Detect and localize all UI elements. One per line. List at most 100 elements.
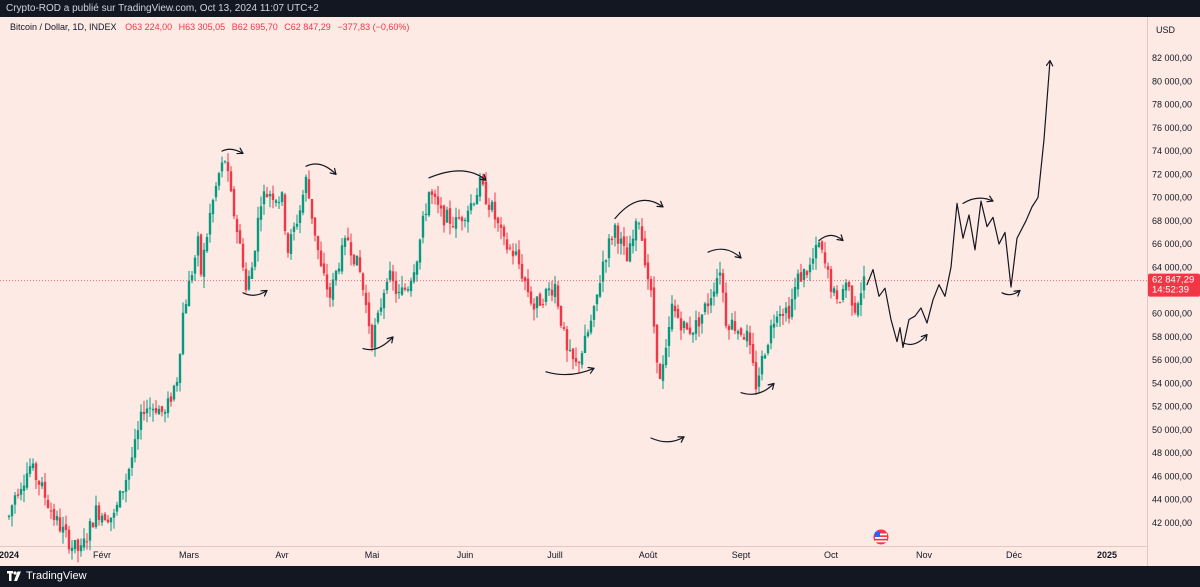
- candle: [706, 293, 710, 315]
- candle-body: [454, 217, 458, 229]
- candle: [415, 260, 419, 282]
- price-tick-label: 50 000,00: [1152, 425, 1192, 435]
- candle-body: [181, 312, 185, 355]
- candle: [67, 525, 71, 554]
- time-tick-label: Févr: [93, 550, 111, 560]
- candle: [586, 329, 590, 338]
- candle-body: [88, 520, 92, 541]
- candle-body: [97, 505, 101, 520]
- candle: [337, 262, 341, 275]
- bottom-curve-arrow: [902, 334, 928, 346]
- candle: [193, 255, 197, 281]
- price-chart[interactable]: USD 82 000,00 80 000,00 78 000,00 76 000,00…: [0, 17, 1200, 566]
- candle: [466, 205, 470, 233]
- candle: [52, 503, 56, 526]
- candle: [856, 301, 860, 318]
- candle-body: [322, 263, 326, 274]
- candle-body: [16, 494, 20, 496]
- legend-close: C62 847,29: [284, 22, 331, 32]
- candle-body: [100, 515, 104, 523]
- candle: [508, 244, 512, 251]
- candle: [289, 228, 293, 260]
- candle-body: [553, 283, 557, 298]
- candle: [286, 232, 290, 258]
- candle: [22, 474, 26, 503]
- candle: [796, 269, 800, 297]
- candle-body: [808, 264, 812, 273]
- candle-body: [328, 287, 332, 298]
- time-tick-label: Nov: [916, 550, 933, 560]
- candle: [226, 153, 230, 182]
- candle: [322, 252, 326, 276]
- arrow-head: [677, 436, 685, 443]
- candle: [499, 217, 503, 240]
- tradingview-logo-icon[interactable]: [7, 571, 21, 582]
- candle-body: [448, 208, 452, 224]
- candle-body: [478, 177, 482, 197]
- candle: [25, 462, 29, 490]
- candle-body: [532, 303, 536, 310]
- candle-body: [70, 547, 74, 552]
- candle-body: [511, 250, 515, 257]
- candle-body: [40, 482, 44, 487]
- candle-body: [586, 332, 590, 337]
- candle-body: [385, 281, 389, 291]
- time-tick-label: Mars: [179, 550, 199, 560]
- candle: [640, 218, 644, 241]
- candle: [208, 203, 212, 243]
- candle-body: [313, 217, 317, 236]
- candle-body: [301, 194, 305, 213]
- candle: [376, 310, 380, 325]
- candle: [610, 236, 614, 245]
- candle-body: [817, 242, 821, 247]
- candle-body: [595, 294, 599, 305]
- candle-body: [280, 192, 284, 202]
- candle: [124, 473, 128, 503]
- candle-body: [463, 219, 467, 221]
- candle-body: [394, 280, 398, 295]
- candle: [613, 223, 617, 247]
- candle: [460, 215, 464, 231]
- candle: [253, 249, 257, 271]
- candle: [364, 284, 368, 314]
- time-axis[interactable]: 2024 Févr Mars Avr Mai Juin Juill Août Sept Oct No…: [0, 550, 1117, 560]
- candle-body: [295, 223, 299, 227]
- candle: [790, 288, 794, 320]
- candle: [778, 305, 782, 327]
- candle-body: [688, 327, 692, 334]
- candle-body: [628, 243, 632, 262]
- candle-body: [124, 479, 128, 492]
- arrow-head: [236, 147, 244, 155]
- brand-name[interactable]: TradingView: [26, 570, 87, 582]
- candle: [697, 311, 701, 337]
- candle: [487, 198, 491, 218]
- time-tick-label: Déc: [1006, 550, 1023, 560]
- candle: [220, 156, 224, 178]
- candle: [400, 275, 404, 296]
- time-tick-label: Mai: [365, 550, 380, 560]
- candle: [442, 204, 446, 233]
- candle: [340, 238, 344, 275]
- bottom-curve-arrow: [1001, 289, 1021, 296]
- time-tick-label: 2024: [0, 550, 19, 560]
- candle-body: [526, 278, 530, 293]
- economic-event-marker[interactable]: [873, 529, 889, 545]
- time-tick-label: Avr: [275, 550, 288, 560]
- candle: [256, 206, 260, 262]
- candle: [619, 231, 623, 255]
- arrow-head: [260, 289, 268, 297]
- candle-body: [727, 326, 731, 331]
- candle-body: [643, 238, 647, 266]
- candle: [169, 392, 173, 407]
- candle-body: [85, 541, 89, 543]
- price-axis[interactable]: USD 82 000,00 80 000,00 78 000,00 76 000,00…: [1152, 25, 1192, 528]
- footer-bar: TradingView: [0, 566, 1200, 587]
- price-tick-label: 44 000,00: [1152, 495, 1192, 505]
- candle: [550, 280, 554, 302]
- candle: [475, 188, 479, 205]
- candle: [433, 189, 437, 205]
- candle-body: [607, 238, 611, 259]
- candle-body: [703, 303, 707, 313]
- candle-body: [661, 364, 665, 381]
- candle-body: [802, 268, 806, 280]
